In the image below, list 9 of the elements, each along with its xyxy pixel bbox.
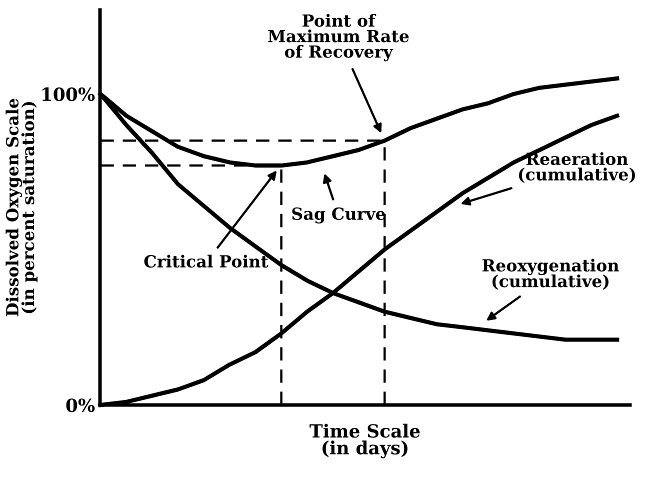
annotation: Point of Maximum Rate of Recovery: [268, 14, 409, 62]
annotation: Critical Point: [144, 254, 268, 268]
y-tick-label: 0%: [66, 398, 95, 412]
annotation: Reaeration (cumulative): [518, 152, 636, 183]
y-tick-label: 100%: [42, 87, 95, 102]
y-axis-title: Dissolved Oxygen Scale (in percent saturation): [6, 98, 38, 316]
x-axis-title: Time Scale (in days): [310, 424, 420, 458]
annotation: Sag Curve: [292, 207, 386, 224]
annotation: Reoxygenation (cumulative): [482, 258, 619, 290]
